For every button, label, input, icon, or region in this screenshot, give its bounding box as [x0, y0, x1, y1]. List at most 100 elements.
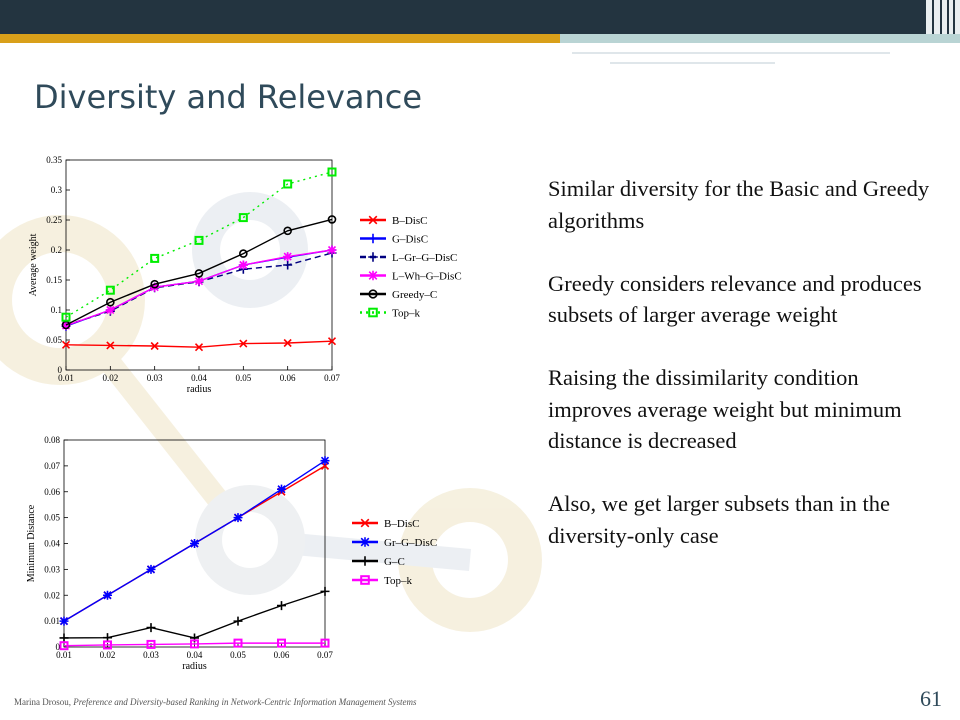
data-point [59, 641, 69, 651]
legend-marker [368, 233, 378, 244]
series [61, 337, 337, 352]
data-point [146, 623, 156, 633]
data-point [283, 226, 292, 236]
legend: B–DisC Gr–G–DisC G–C Top–k [352, 518, 437, 587]
legend-label: B–DisC [392, 215, 427, 227]
x-tick-label: 0.05 [230, 650, 246, 660]
data-point [233, 638, 243, 648]
data-point [103, 590, 112, 600]
legend-label: G–C [384, 556, 405, 568]
x-tick-label: 0.04 [191, 373, 207, 383]
legend-marker [360, 518, 370, 528]
data-point [277, 484, 286, 494]
data-point [320, 586, 330, 596]
legend-label: Top–k [384, 575, 412, 587]
series-line [65, 171, 333, 318]
series [61, 215, 337, 330]
legend-marker [368, 270, 378, 281]
series [61, 245, 337, 331]
y-tick-label: 0.1 [51, 305, 62, 315]
series [61, 245, 337, 331]
data-point [239, 249, 248, 258]
y-tick-label: 0.03 [44, 564, 60, 574]
series [59, 638, 330, 651]
x-tick-label: 0.01 [58, 373, 74, 383]
x-tick-label: 0.04 [187, 650, 203, 660]
x-axis-label: radius [182, 661, 207, 672]
data-point [327, 337, 337, 346]
data-point [320, 456, 330, 466]
legend-label: B–DisC [384, 518, 419, 530]
data-point [233, 616, 243, 626]
paragraph: Also, we get larger subsets than in the … [548, 491, 891, 548]
x-tick-label: 0.01 [56, 650, 72, 660]
y-tick-label: 0.02 [44, 590, 60, 600]
x-tick-label: 0.02 [100, 650, 116, 660]
y-tick-label: 0.04 [44, 539, 60, 549]
y-tick-label: 0.15 [46, 275, 62, 285]
y-tick-label: 0.2 [51, 245, 62, 255]
legend-marker [360, 556, 370, 566]
background-watermark [0, 192, 542, 632]
data-point [277, 601, 286, 611]
data-point [327, 167, 337, 177]
y-tick-label: 0.25 [46, 215, 62, 225]
data-point [59, 633, 69, 643]
data-point [238, 213, 248, 223]
data-point [59, 616, 69, 626]
slide-title: Diversity and Relevance [34, 78, 423, 116]
data-point [283, 252, 293, 262]
y-tick-label: 0 [56, 642, 61, 652]
x-axis-label: radius [187, 384, 212, 395]
data-point [106, 341, 115, 350]
top-banner-stripes [926, 0, 960, 34]
y-tick-label: 0.05 [46, 335, 62, 345]
x-tick-label: 0.06 [274, 650, 290, 660]
minimum-distance-chart: 00.010.020.030.040.050.060.070.080.01 0.0… [26, 435, 437, 672]
data-point [61, 312, 71, 322]
paragraph: Similar diversity for the Basic and Gree… [548, 176, 930, 233]
slide-body: Similar diversity for the Basic and Gree… [548, 173, 943, 583]
y-tick-label: 0.35 [46, 155, 62, 165]
legend-label: Greedy–C [392, 289, 437, 301]
y-axis-label: Average weight [28, 233, 39, 296]
data-point [150, 279, 159, 289]
legend-marker [368, 215, 378, 225]
x-tick-label: 0.03 [147, 373, 163, 383]
footer-author: Marina Drosou, [14, 697, 71, 707]
data-point [150, 253, 160, 263]
x-tick-label: 0.03 [143, 650, 159, 660]
legend-label: L–Wh–G–DisC [392, 271, 462, 283]
paragraph: Raising the dissimilarity condition impr… [548, 365, 902, 453]
data-point [283, 179, 293, 189]
data-point [283, 338, 292, 348]
data-point [61, 321, 71, 331]
data-point [194, 269, 204, 278]
data-point [106, 297, 115, 307]
data-point [239, 339, 248, 348]
x-tick-label: 0.07 [324, 373, 340, 383]
data-point [327, 245, 337, 255]
y-tick-label: 0 [58, 365, 63, 375]
x-tick-label: 0.06 [280, 373, 296, 383]
data-point [277, 638, 286, 648]
data-point [146, 639, 156, 649]
data-point [105, 305, 115, 315]
x-tick-label: 0.07 [317, 650, 333, 660]
legend-marker [368, 289, 378, 299]
data-point [327, 215, 337, 224]
y-tick-label: 0.05 [44, 513, 60, 523]
accent-line-short [610, 62, 775, 64]
y-tick-label: 0.07 [44, 461, 60, 471]
data-point [190, 539, 199, 548]
legend: B–DisC G–DisC L–Gr–G–DisC L–Wh–G–DisC Greedy… [360, 215, 462, 320]
x-tick-label: 0.02 [102, 373, 118, 383]
series [61, 167, 337, 322]
y-tick-label: 0.06 [44, 487, 60, 497]
x-tick-label: 0.05 [235, 373, 251, 383]
data-point [283, 260, 293, 270]
accent-band-gold [0, 34, 560, 43]
data-point [320, 638, 330, 648]
data-point [194, 343, 204, 352]
legend-label: Top–k [392, 308, 420, 320]
